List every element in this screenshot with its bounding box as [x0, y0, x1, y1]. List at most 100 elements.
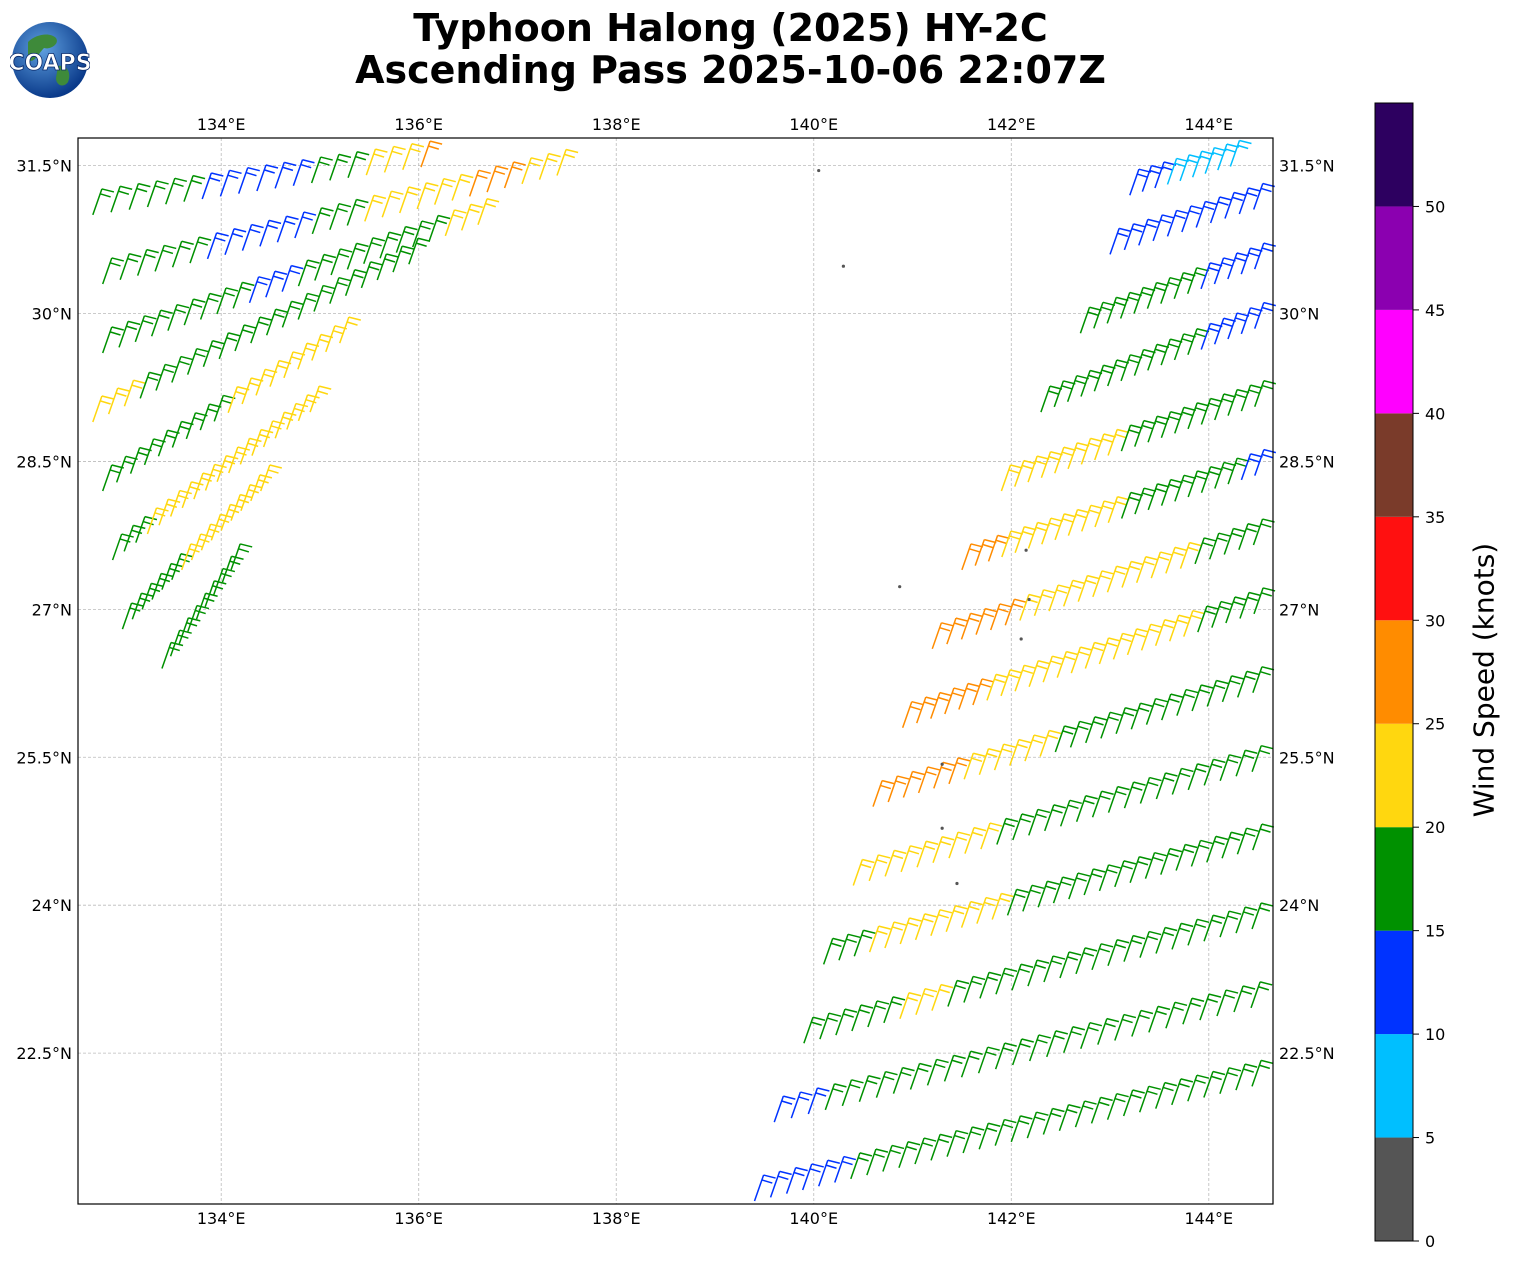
wind-barb: [1010, 1115, 1033, 1143]
colorbar-bin: [1375, 413, 1413, 517]
wind-barb: [451, 173, 474, 201]
wind-barb: [297, 259, 320, 287]
wind-barb: [556, 148, 579, 176]
wind-barb: [460, 203, 483, 231]
wind-barb: [1155, 926, 1178, 954]
wind-barb: [186, 347, 209, 375]
lat-tick-label: 22.5°N: [1279, 1044, 1335, 1063]
wind-barb: [930, 1133, 953, 1161]
wind-barb: [1080, 1021, 1103, 1049]
wind-barb: [1123, 223, 1146, 251]
lat-tick-label: 25.5°N: [1279, 748, 1335, 767]
coaps-logo-icon: COAPS: [10, 22, 90, 98]
wind-barb: [1123, 934, 1146, 962]
wind-barb: [932, 835, 955, 863]
wind-barb: [477, 198, 500, 226]
wind-barb: [1059, 951, 1082, 979]
wind-barb: [234, 324, 257, 352]
lon-tick-label: 136°E: [394, 115, 443, 134]
wind-barb: [311, 207, 334, 235]
wind-barb: [256, 164, 279, 192]
wind-barb: [1092, 570, 1115, 598]
wind-barb: [1203, 1070, 1226, 1098]
wind-barb: [1199, 993, 1222, 1021]
wind-barb: [1000, 464, 1023, 492]
wind-barb: [139, 371, 162, 399]
wind-barb: [1221, 831, 1244, 859]
wind-barb: [1206, 679, 1229, 707]
colorbar-tick-label: 50: [1425, 197, 1445, 216]
wind-barb: [486, 165, 509, 193]
wind-barb: [987, 534, 1010, 562]
wind-barb: [259, 464, 282, 492]
wind-barb: [1091, 943, 1114, 971]
wind-barb: [1168, 614, 1191, 642]
wind-barb: [239, 437, 262, 465]
wind-barb: [274, 161, 297, 189]
wind-barb: [1027, 959, 1050, 987]
wind-barb: [803, 1016, 826, 1044]
lat-tick-label: 27°N: [1279, 600, 1319, 619]
wind-barb: [883, 996, 906, 1024]
wind-barb: [1155, 772, 1178, 800]
wind-barb: [313, 284, 336, 312]
wind-barb: [1195, 200, 1218, 228]
wind-barb: [1114, 1013, 1137, 1041]
wind-barb: [1052, 876, 1075, 904]
wind-barb: [1115, 707, 1138, 735]
gridlines: [78, 138, 1273, 1204]
wind-barb: [1219, 754, 1242, 782]
wind-barb: [1011, 1038, 1034, 1066]
wind-barb: [1206, 835, 1229, 863]
wind-barb: [1121, 560, 1144, 588]
lon-tick-label: 134°E: [197, 115, 246, 134]
colorbar-bin: [1375, 309, 1413, 414]
wind-barb: [824, 1083, 847, 1111]
wind-barb: [1097, 1017, 1120, 1045]
wind-barb: [110, 185, 133, 213]
wind-barb: [202, 340, 225, 368]
wind-barb: [1240, 384, 1263, 412]
wind-barb: [1006, 888, 1029, 916]
wind-barb: [898, 1141, 921, 1169]
wind-barb: [868, 854, 891, 882]
wind-barb: [887, 775, 910, 803]
wind-barb: [1024, 734, 1047, 762]
wind-barb: [943, 1054, 966, 1082]
wind-barb: [858, 1075, 881, 1102]
wind-barb: [178, 617, 201, 645]
island: [940, 826, 944, 830]
wind-barb: [1160, 847, 1183, 875]
wind-barb: [901, 700, 924, 728]
wind-barb: [189, 236, 212, 264]
lat-tick-label: 28.5°N: [16, 452, 72, 471]
wind-barb: [274, 411, 297, 439]
wind-barb: [838, 933, 861, 961]
wind-barb: [101, 257, 124, 285]
wind-barb: [199, 292, 222, 320]
wind-barb: [1043, 955, 1066, 983]
wind-barb: [146, 180, 169, 208]
wind-barb: [1068, 872, 1091, 900]
wind-barb: [169, 489, 192, 517]
wind-barb: [344, 269, 367, 297]
wind-barb: [468, 169, 491, 197]
wind-barb: [206, 232, 229, 260]
wind-barb: [964, 826, 987, 854]
wind-barb: [428, 214, 451, 242]
lon-tick-label: 138°E: [592, 115, 641, 134]
wind-barb: [286, 402, 309, 430]
wind-barb: [1144, 851, 1167, 879]
wind-barb: [946, 1129, 969, 1157]
wind-barb: [1252, 823, 1275, 851]
wind-barb: [101, 326, 124, 354]
wind-barb: [1208, 532, 1231, 560]
wind-barb: [1227, 457, 1250, 485]
wind-barb: [204, 463, 227, 491]
wind-barb: [1079, 306, 1102, 334]
wind-barb: [1203, 914, 1226, 942]
wind-barb: [892, 1066, 915, 1094]
wind-barb: [1147, 415, 1170, 443]
wind-barb: [169, 629, 192, 657]
wind-barb: [931, 622, 954, 650]
